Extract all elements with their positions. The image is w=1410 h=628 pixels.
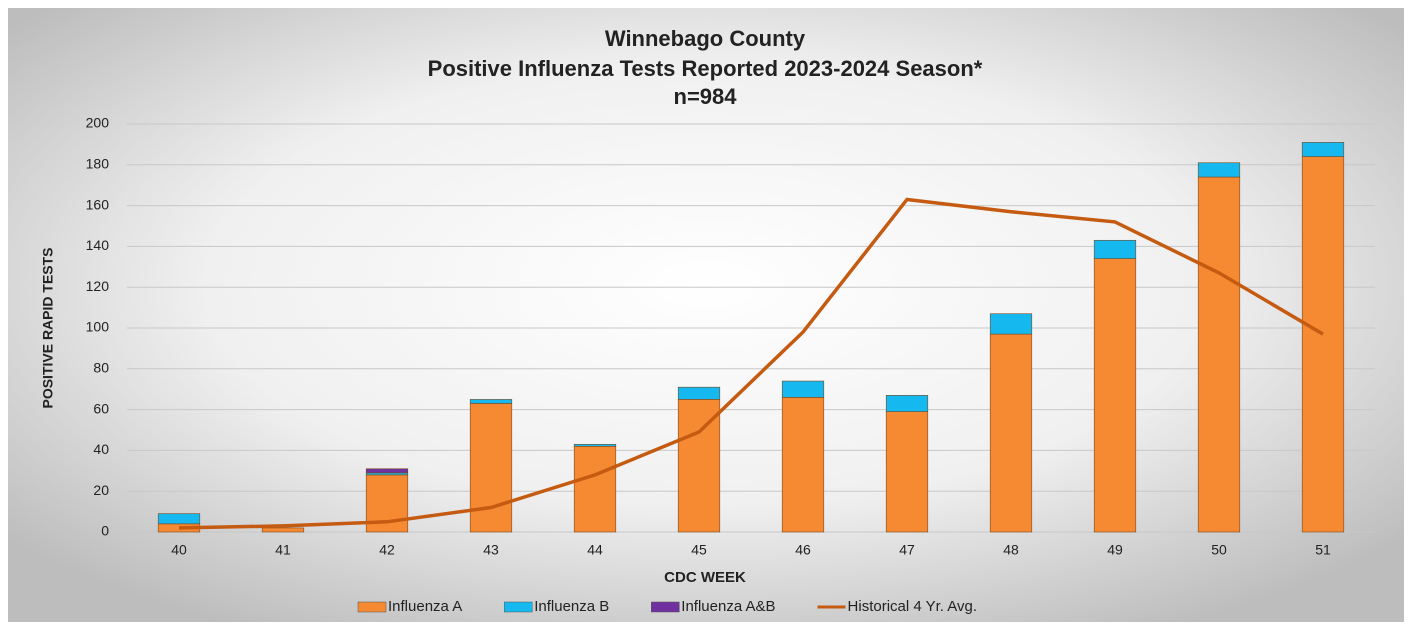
x-tick-label: 43 <box>483 542 499 558</box>
y-tick-label: 120 <box>86 278 110 294</box>
x-tick-label: 42 <box>379 542 395 558</box>
y-tick-label: 80 <box>93 360 109 376</box>
chart-title: n=984 <box>674 84 738 109</box>
bar-segment <box>573 443 617 447</box>
bar-segment <box>885 395 929 412</box>
legend-label: Influenza A&B <box>681 598 775 615</box>
legend-label: Influenza A <box>388 598 462 615</box>
bar-segment <box>157 513 201 525</box>
bar-segment <box>781 380 825 398</box>
bar-segment <box>1093 239 1137 259</box>
y-tick-label: 200 <box>86 115 110 131</box>
y-tick-label: 140 <box>86 237 110 253</box>
legend-label: Historical 4 Yr. Avg. <box>848 598 978 615</box>
chart-title: Positive Influenza Tests Reported 2023-2… <box>428 56 983 81</box>
bar-segment <box>1301 156 1345 533</box>
bar-segment <box>1197 176 1241 533</box>
x-axis-label: CDC WEEK <box>664 569 746 586</box>
x-tick-label: 47 <box>899 542 915 558</box>
x-tick-label: 49 <box>1107 542 1123 558</box>
y-tick-label: 20 <box>93 482 109 498</box>
x-tick-label: 44 <box>587 542 603 558</box>
y-tick-label: 160 <box>86 196 110 212</box>
y-tick-label: 180 <box>86 156 110 172</box>
bar-segment <box>573 446 617 533</box>
bar-segment <box>1301 142 1345 157</box>
legend-key <box>651 601 680 613</box>
legend-label: Influenza B <box>534 598 609 615</box>
legend-key <box>357 601 387 613</box>
x-tick-label: 50 <box>1211 542 1227 558</box>
bar-segment <box>885 411 929 533</box>
x-tick-label: 41 <box>275 542 291 558</box>
bar-segment <box>677 399 721 533</box>
y-tick-label: 40 <box>93 441 109 457</box>
y-axis-label: POSITIVE RAPID TESTS <box>40 247 56 408</box>
x-tick-label: 40 <box>171 542 187 558</box>
bar-segment <box>989 313 1033 335</box>
x-tick-label: 51 <box>1315 542 1331 558</box>
y-tick-label: 0 <box>101 523 109 539</box>
x-tick-label: 46 <box>795 542 811 558</box>
line-series <box>178 197 1324 530</box>
chart-title: Winnebago County <box>605 26 806 51</box>
x-tick-label: 48 <box>1003 542 1019 558</box>
y-tick-label: 100 <box>86 319 110 335</box>
x-tick-label: 45 <box>691 542 707 558</box>
bar-segment <box>677 386 721 400</box>
bar-segment <box>261 527 305 533</box>
y-tick-label: 60 <box>93 400 109 416</box>
bar-segment <box>1093 258 1137 533</box>
bar-segment <box>365 472 409 476</box>
bar-segment <box>469 403 513 533</box>
bar-segment <box>365 468 409 474</box>
bar-segment <box>989 333 1033 533</box>
legend-key <box>503 601 533 613</box>
bar-segment <box>1197 162 1241 178</box>
bar-segment <box>469 399 513 404</box>
bar-segment <box>781 397 825 533</box>
